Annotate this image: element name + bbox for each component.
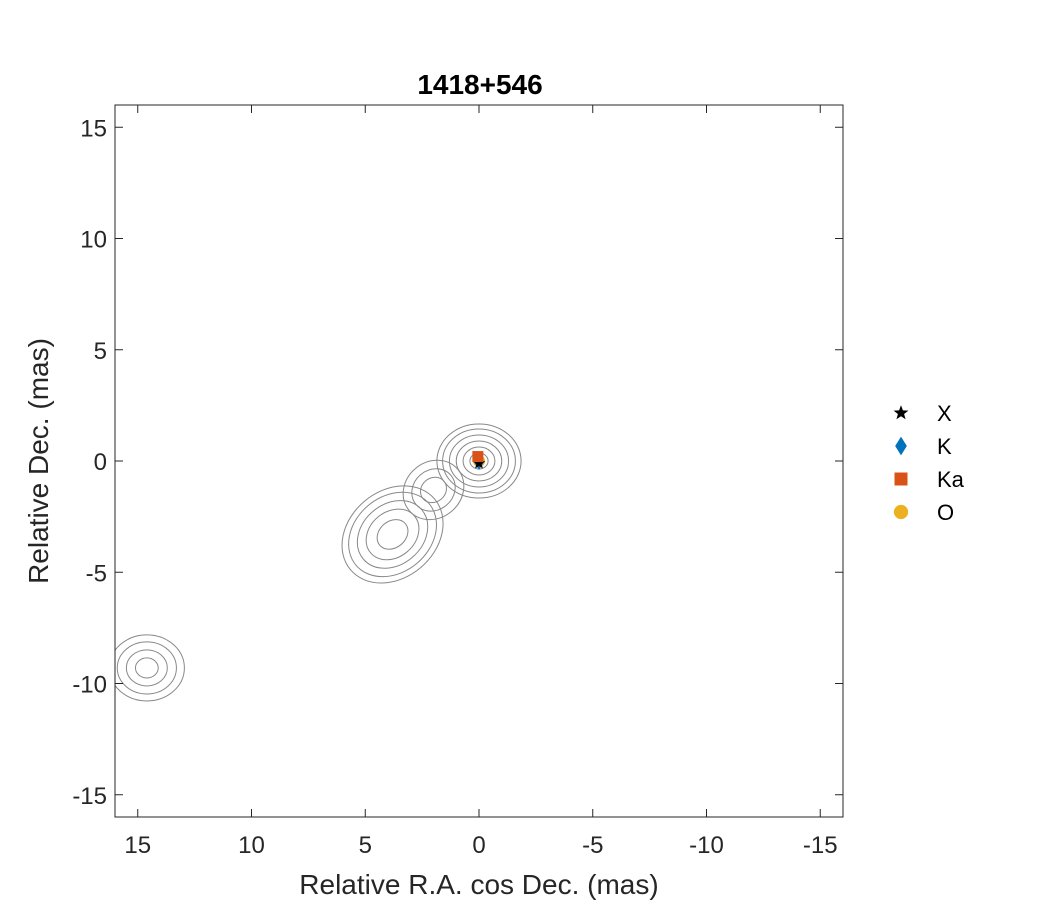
contour-level — [365, 508, 420, 561]
contour-level — [115, 634, 185, 702]
x-tick-label: 10 — [238, 832, 265, 859]
marker-ka — [472, 451, 484, 463]
contour-level — [420, 476, 447, 504]
y-tick-label: 10 — [80, 227, 107, 254]
legend-label-ka: Ka — [937, 467, 965, 492]
y-tick-label: -5 — [86, 560, 107, 587]
contour-level — [341, 485, 444, 584]
x-tick-label: -5 — [582, 832, 603, 859]
legend-marker-x — [893, 405, 909, 420]
legend-label-x: X — [937, 401, 952, 426]
contour-level — [348, 491, 437, 578]
y-tick-label: 15 — [80, 115, 107, 142]
legend-marker-k — [895, 436, 907, 456]
legend-label-o: O — [937, 500, 954, 525]
contour-level — [116, 641, 177, 695]
y-axis-label: Relative Dec. (mas) — [23, 338, 54, 584]
x-tick-label: -10 — [689, 832, 724, 859]
contour-level — [125, 649, 168, 687]
contour-level — [376, 519, 409, 550]
x-tick-label: 15 — [124, 832, 151, 859]
contour-level — [356, 500, 429, 569]
contour-level — [448, 434, 510, 488]
axis-ticks: 15 10 5 0 -5 -10 -15 -15 -10 -5 0 5 10 15 — [72, 105, 843, 859]
chart-title: 1418+546 — [417, 69, 542, 100]
x-axis-label: Relative R.A. cos Dec. (mas) — [299, 869, 658, 900]
y-tick-label: -10 — [72, 672, 107, 699]
legend-label-k: K — [937, 434, 952, 459]
legend-marker-o — [893, 504, 909, 520]
x-tick-label: 0 — [472, 832, 485, 859]
y-tick-label: -15 — [72, 783, 107, 810]
y-tick-label: 0 — [94, 449, 107, 476]
legend-marker-ka — [894, 472, 908, 486]
y-tick-label: 5 — [94, 338, 107, 365]
contour-level — [402, 459, 465, 521]
data-markers — [472, 451, 486, 471]
x-tick-label: -15 — [803, 832, 838, 859]
contour-level — [462, 446, 496, 476]
x-tick-label: 5 — [359, 832, 372, 859]
legend: XK Ka O — [893, 401, 965, 525]
contour-level — [455, 440, 503, 482]
contour-level — [436, 423, 522, 499]
contour-level — [134, 657, 159, 679]
contour-layer — [115, 423, 522, 702]
marker-x — [472, 456, 486, 469]
